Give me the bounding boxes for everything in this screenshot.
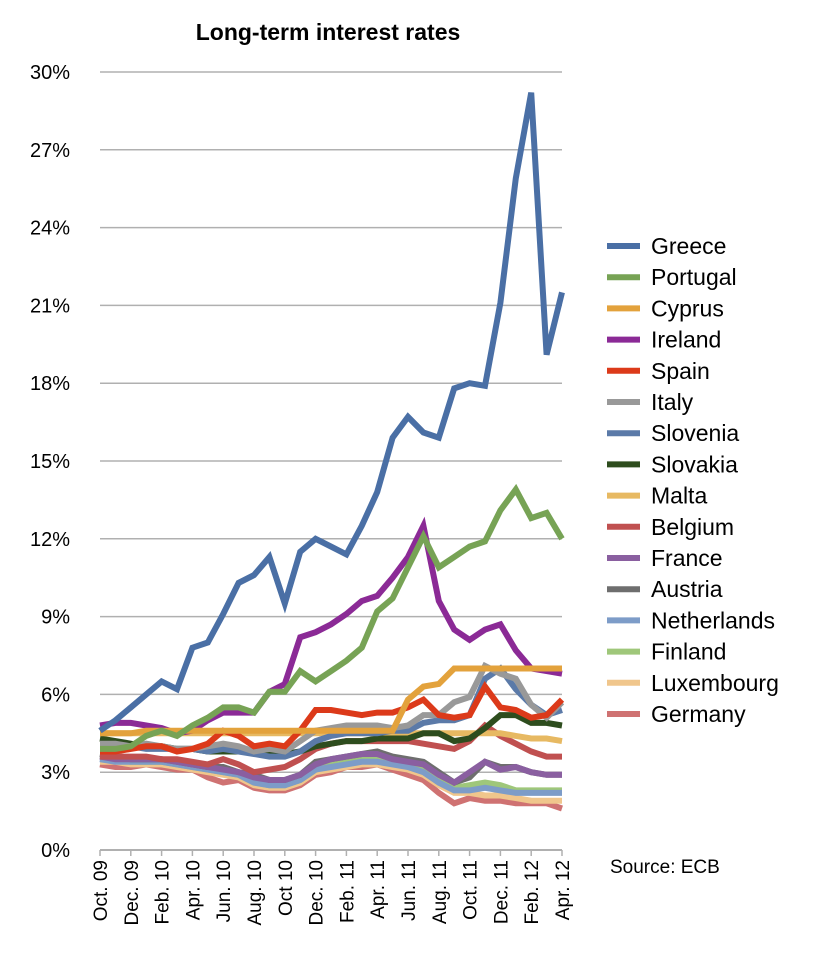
legend-label-finland: Finland (651, 639, 726, 665)
legend-label-germany: Germany (651, 701, 746, 727)
x-tick-label: Apr. 11 (368, 860, 389, 919)
series-line-ireland (99, 516, 563, 737)
legend-label-slovenia: Slovenia (651, 420, 739, 446)
legend-label-cyprus: Cyprus (651, 295, 724, 321)
y-tick-label: 12% (30, 529, 70, 551)
y-tick-label: 6% (41, 684, 70, 706)
x-tick-label: Dec. 10 (307, 860, 328, 925)
series-line-portugal (100, 483, 565, 752)
x-tick-label: Aug. 10 (245, 860, 266, 926)
legend-label-portugal: Portugal (651, 264, 737, 290)
y-tick-label: 21% (30, 295, 70, 317)
y-tick-label: 9% (41, 607, 70, 629)
legend-label-greece: Greece (651, 233, 726, 259)
legend: Greece Portugal Cyprus Ireland Spain Italy Slo… (607, 233, 779, 727)
y-tick-label: 27% (30, 140, 70, 162)
x-tick-label: Apr. 12 (553, 860, 574, 920)
legend-label-spain: Spain (651, 358, 710, 384)
legend-label-italy: Italy (651, 389, 694, 415)
x-tick-label: Jun. 10 (214, 860, 235, 922)
series-line-spain (100, 681, 565, 755)
series-line-greece (98, 92, 565, 734)
y-tick-label: 30% (30, 62, 70, 84)
legend-label-luxembourg: Luxembourg (651, 670, 779, 696)
legend-label-france: France (651, 545, 723, 571)
y-tick-label: 0% (41, 840, 70, 862)
x-tick-label: Feb. 11 (337, 860, 358, 923)
legend-label-malta: Malta (651, 483, 707, 509)
legend-label-slovakia: Slovakia (651, 451, 738, 477)
y-axis-labels: 0% 3% 6% 9% 12% 15% 18% 21% 24% 27% 30% (30, 62, 70, 862)
y-tick-label: 3% (41, 762, 70, 784)
legend-label-belgium: Belgium (651, 514, 734, 540)
source-note: Source: ECB (610, 857, 720, 878)
legend-label-ireland: Ireland (651, 327, 721, 353)
x-tick-label: Jun. 11 (399, 860, 420, 921)
x-tick-label: Feb. 12 (522, 860, 543, 924)
y-tick-label: 18% (30, 373, 70, 395)
x-tick-label: Oct 10 (276, 860, 297, 916)
y-tick-label: 15% (30, 451, 70, 473)
x-tick-label: Aug. 11 (430, 860, 451, 924)
series-line-cyprus (100, 665, 562, 737)
legend-label-netherlands: Netherlands (651, 607, 775, 633)
x-tick-label: Dec. 09 (122, 860, 143, 925)
x-tick-label: Apr. 10 (183, 860, 204, 920)
x-tick-label: Oct. 09 (91, 860, 112, 921)
chart-title: Long-term interest rates (196, 19, 461, 45)
series-lines (98, 92, 565, 812)
x-tick-label: Feb. 10 (153, 860, 174, 924)
x-axis-labels: Oct. 09 Dec. 09 Feb. 10 Apr. 10 Jun. 10 Aug. … (91, 850, 574, 926)
x-tick-label: Oct. 11 (461, 860, 482, 920)
x-tick-label: Dec. 11 (491, 860, 512, 924)
y-tick-label: 24% (30, 218, 70, 240)
legend-label-austria: Austria (651, 576, 723, 602)
